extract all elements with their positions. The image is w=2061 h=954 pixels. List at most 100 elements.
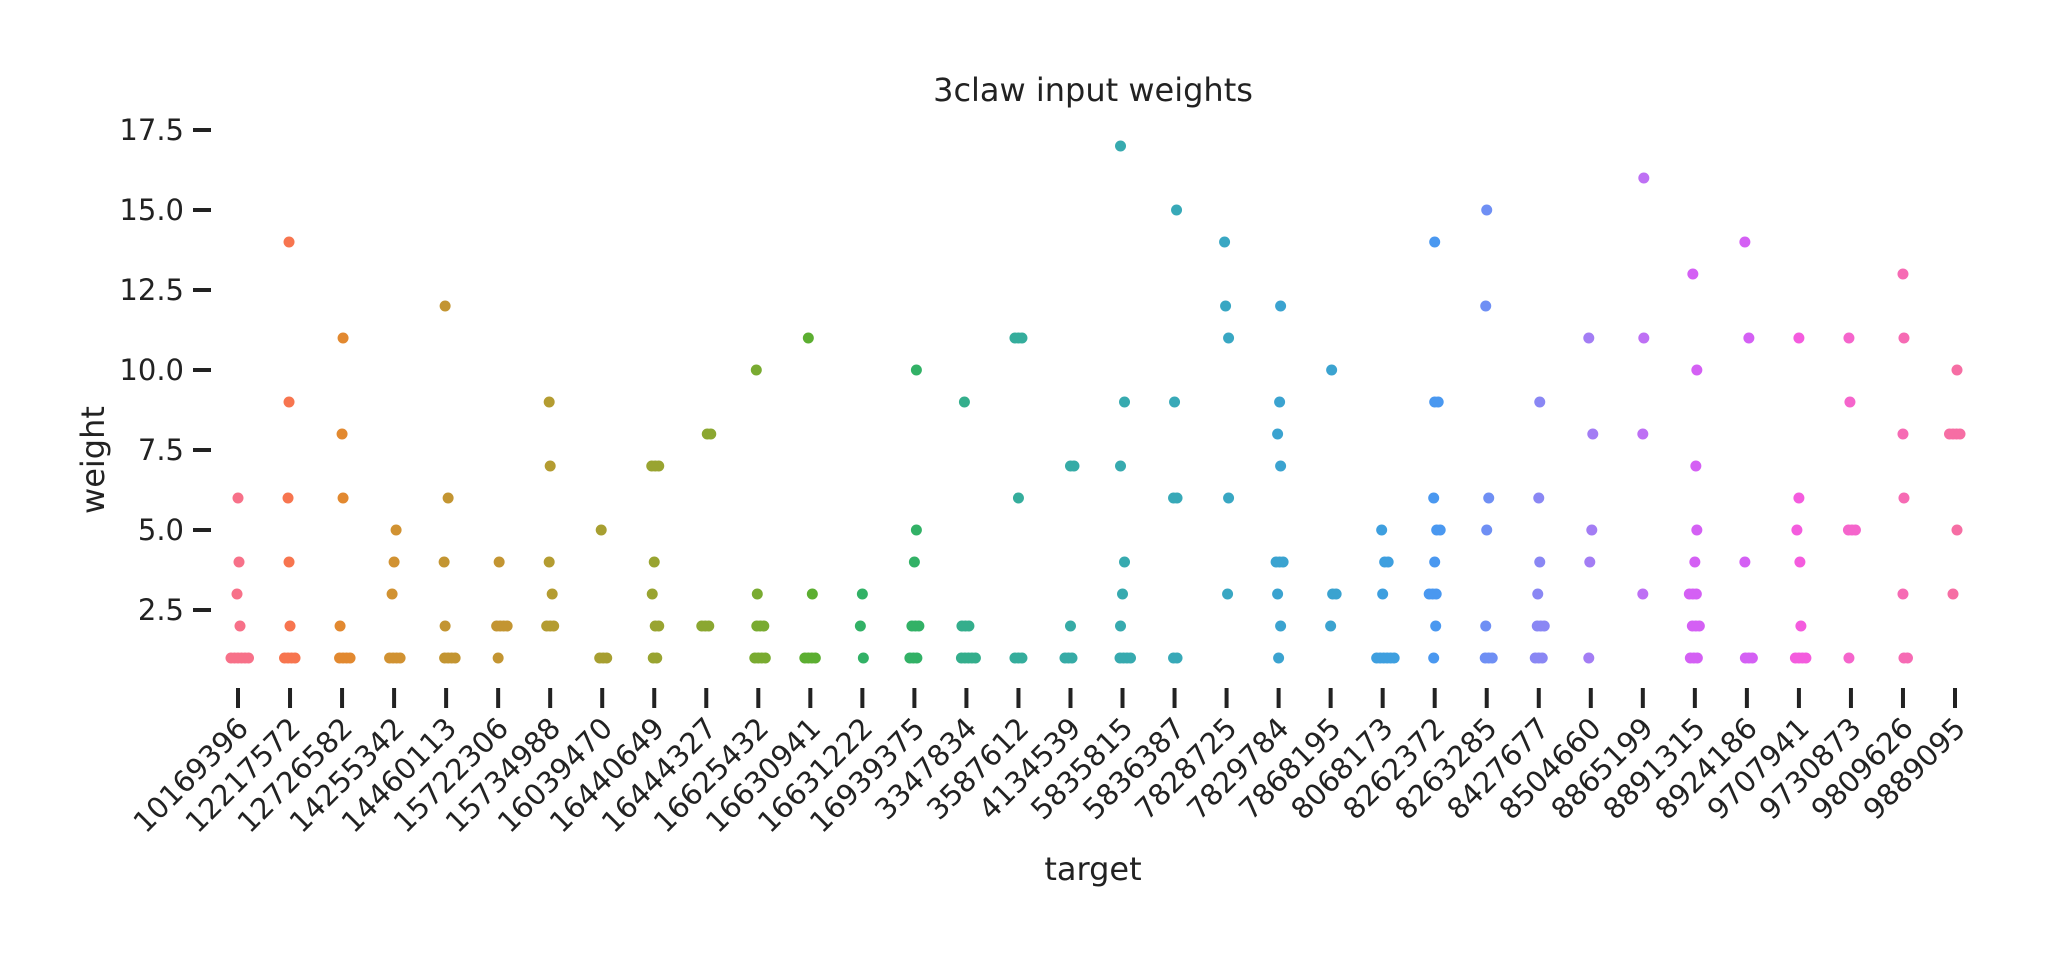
data-point (1125, 652, 1137, 664)
data-point (439, 620, 451, 632)
data-point (283, 556, 295, 568)
data-point (1843, 652, 1855, 664)
data-point (1430, 620, 1442, 632)
data-point (1686, 620, 1698, 632)
data-point (802, 332, 814, 344)
data-point (1272, 428, 1284, 440)
data-point (1009, 332, 1021, 344)
data-point (910, 364, 922, 376)
data-point (1844, 396, 1856, 408)
data-point (1220, 300, 1232, 312)
data-point (1687, 268, 1699, 280)
data-point (439, 652, 451, 664)
data-point (806, 588, 818, 600)
data-point (908, 556, 920, 568)
data-point (1115, 620, 1127, 632)
data-point (1739, 556, 1751, 568)
data-point (225, 652, 237, 664)
x-axis-label: target (1044, 850, 1141, 888)
data-point (653, 620, 665, 632)
data-point (955, 652, 967, 664)
data-point (705, 428, 717, 440)
data-point (1117, 588, 1129, 600)
data-point (284, 620, 296, 632)
data-point (334, 652, 346, 664)
x-axis: 1016939612217572127265821425534214460113… (127, 688, 1972, 839)
data-point (337, 492, 349, 504)
data-point (1274, 396, 1286, 408)
data-point (1483, 492, 1495, 504)
y-tick-label: 5.0 (138, 513, 184, 547)
data-point (336, 428, 348, 440)
data-point (1793, 492, 1805, 504)
data-point (956, 620, 968, 632)
data-point (1064, 620, 1076, 632)
data-point (1376, 524, 1388, 536)
data-point (749, 652, 761, 664)
data-point (1587, 428, 1599, 440)
data-point (1115, 140, 1127, 152)
data-point (1534, 396, 1546, 408)
y-axis-label: weight (74, 406, 112, 514)
data-point (1638, 172, 1650, 184)
data-point (1377, 588, 1389, 600)
data-point (1583, 332, 1595, 344)
data-point (1479, 652, 1491, 664)
data-point (1534, 556, 1546, 568)
data-point (759, 652, 771, 664)
data-point (544, 460, 556, 472)
data-point (1371, 652, 1383, 664)
data-point (1059, 652, 1071, 664)
data-point (1434, 524, 1446, 536)
data-point (384, 652, 396, 664)
data-point (543, 396, 555, 408)
data-point (1898, 492, 1910, 504)
data-point (1273, 652, 1285, 664)
data-point (1691, 524, 1703, 536)
data-point (1954, 428, 1966, 440)
data-point (1275, 620, 1287, 632)
data-point (906, 620, 918, 632)
data-point (751, 620, 763, 632)
data-point (289, 652, 301, 664)
data-point (1480, 620, 1492, 632)
data-point (595, 524, 607, 536)
data-point (1330, 588, 1342, 600)
data-point (1743, 332, 1755, 344)
data-point (232, 492, 244, 504)
data-point (1800, 652, 1812, 664)
data-point (394, 652, 406, 664)
data-point (282, 492, 294, 504)
data-point (904, 652, 916, 664)
data-point (1428, 652, 1440, 664)
data-point (1897, 588, 1909, 600)
data-point (1529, 652, 1541, 664)
data-point (1429, 556, 1441, 568)
data-point (1068, 460, 1080, 472)
data-point (651, 652, 663, 664)
data-point (1325, 620, 1337, 632)
data-point (1115, 460, 1127, 472)
data-point (1481, 204, 1493, 216)
data-point (501, 620, 513, 632)
data-point (1114, 652, 1126, 664)
data-point (1683, 588, 1695, 600)
data-point (1951, 524, 1963, 536)
y-axis: 2.5 5.0 7.5 10.0 12.5 15.0 17.5 (119, 113, 211, 627)
data-point (594, 652, 606, 664)
data-point (1171, 652, 1183, 664)
data-point (1219, 236, 1231, 248)
data-point (243, 652, 254, 664)
data-point (1691, 364, 1703, 376)
y-tick-label: 12.5 (119, 273, 184, 307)
data-point (1944, 428, 1955, 440)
data-point (492, 652, 504, 664)
data-point (1637, 588, 1649, 600)
data-point (541, 620, 553, 632)
data-point (1842, 524, 1854, 536)
data-point (493, 556, 505, 568)
data-point (1586, 524, 1598, 536)
data-point (1947, 588, 1959, 600)
data-point (1169, 396, 1181, 408)
